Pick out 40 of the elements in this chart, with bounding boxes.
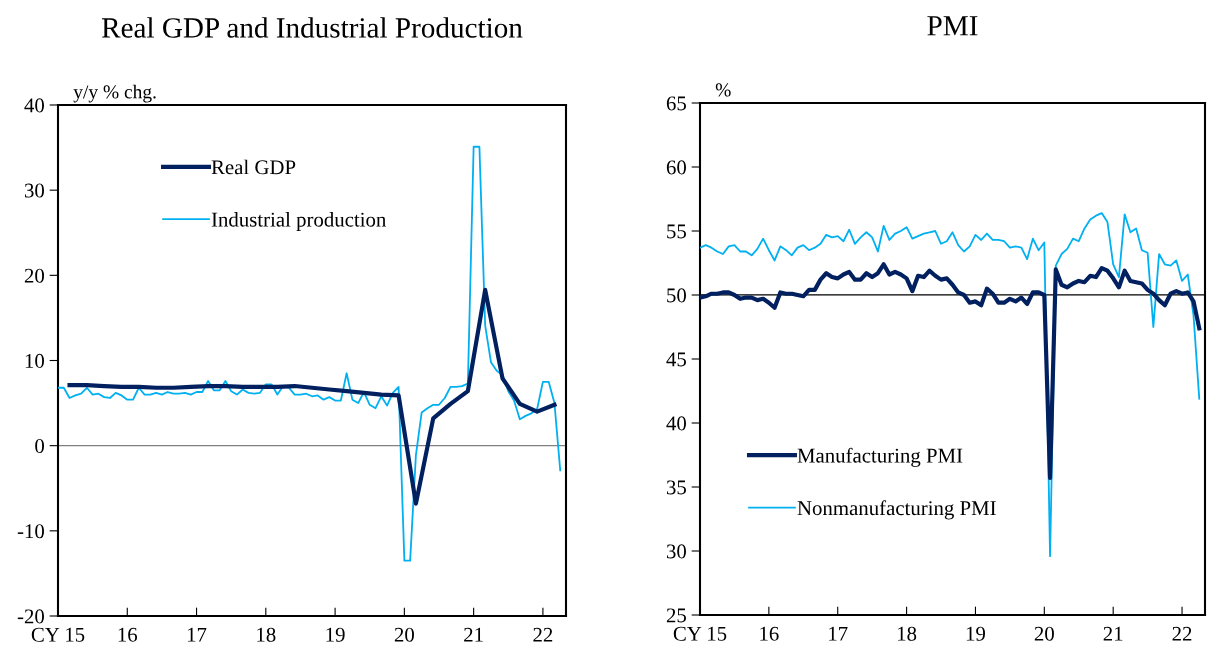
legend-label: Nonmanufacturing PMI (797, 500, 996, 520)
y-axis-title: y/y % chg. (73, 84, 156, 103)
x-tick-label: 21 (1103, 626, 1123, 641)
legend-label: Industrial production (211, 212, 387, 231)
x-tick-label: CY 15 (31, 627, 85, 642)
y-tick-label: 40 (24, 98, 45, 113)
y-tick-label: -10 (17, 524, 45, 539)
y-tick-label: 30 (666, 544, 687, 559)
y-tick-label: -20 (17, 609, 45, 624)
y-tick-label: 10 (25, 353, 45, 368)
x-tick-label: 16 (760, 626, 779, 641)
chart-title: Real GDP and Industrial Production (101, 17, 523, 38)
x-tick-label: 18 (898, 626, 917, 641)
y-tick-label: 35 (666, 480, 686, 495)
x-tick-label: 17 (187, 627, 207, 642)
x-tick-label: 16 (118, 627, 138, 642)
y-tick-label: 55 (667, 224, 686, 239)
x-tick-label: 17 (829, 626, 848, 641)
y-tick-label: 30 (24, 183, 45, 198)
y-tick-label: 45 (666, 352, 686, 367)
x-tick-label: CY 15 (673, 626, 727, 641)
x-tick-label: 22 (1172, 626, 1192, 641)
x-tick-label: 20 (1034, 626, 1054, 641)
y-tick-label: 20 (24, 268, 45, 283)
legend-label: Manufacturing PMI (797, 447, 963, 467)
y-tick-label: 25 (666, 608, 686, 623)
x-tick-label: 21 (464, 627, 483, 642)
chart-title: PMI (927, 16, 978, 36)
x-tick-label: 20 (394, 627, 414, 642)
x-tick-label: 19 (966, 626, 986, 641)
y-tick-label: 60 (666, 160, 687, 175)
legend-label: Real GDP (211, 159, 296, 175)
x-tick-label: 22 (533, 627, 553, 642)
y-tick-label: 50 (667, 288, 687, 303)
x-tick-label: 18 (257, 627, 276, 642)
y-tick-label: 40 (666, 416, 687, 431)
y-tick-label: 0 (35, 439, 45, 454)
y-tick-label: 65 (666, 96, 686, 111)
x-tick-label: 19 (326, 627, 345, 642)
y-axis-title: % (715, 83, 731, 97)
